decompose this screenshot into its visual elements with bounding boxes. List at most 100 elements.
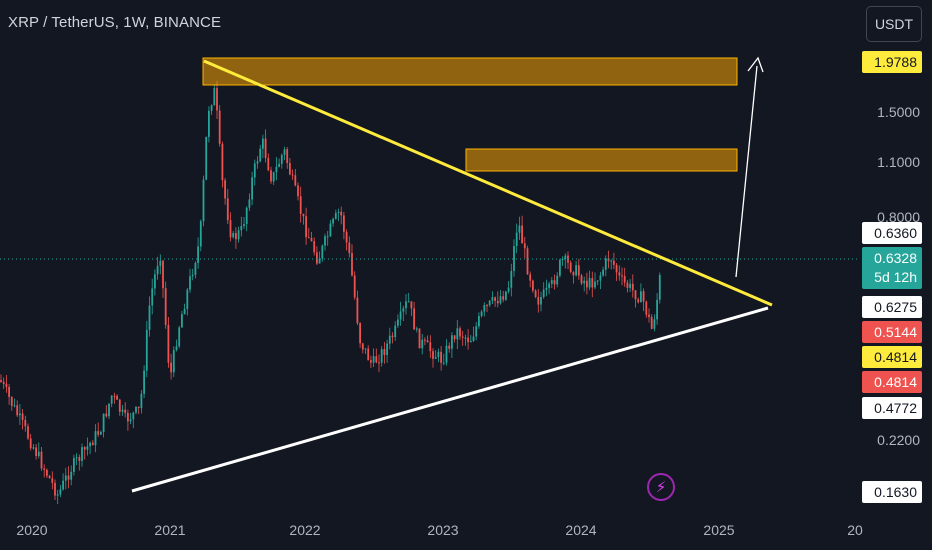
candle-body: [91, 442, 94, 446]
x-axis: 2020 2021 2022 2023 2024 2025 20: [16, 522, 863, 538]
candle-body: [178, 327, 181, 347]
candle-body: [221, 143, 224, 181]
candle-body: [54, 482, 56, 496]
candle-body: [67, 475, 70, 480]
candle-body: [140, 393, 143, 409]
candle-body: [370, 360, 372, 363]
price-tag-label: 0.6328: [874, 250, 917, 266]
price-tag-label: 0.4814: [874, 374, 917, 390]
candle-body: [488, 300, 491, 306]
candle-body: [575, 265, 577, 276]
price-tag: [862, 371, 922, 393]
candle-body: [618, 272, 621, 276]
candle-body: [232, 233, 235, 238]
candle-body: [202, 179, 205, 222]
candle-body: [505, 291, 507, 300]
currency-button[interactable]: USDT: [866, 6, 922, 42]
candle-body: [81, 447, 83, 461]
candle-body: [245, 207, 248, 225]
candle-body: [291, 174, 294, 176]
candle-body: [518, 225, 521, 233]
projection-arrow[interactable]: [735, 65, 758, 278]
candle-body: [51, 478, 54, 483]
candle-body: [127, 412, 129, 422]
candle-body: [278, 163, 280, 167]
candle-body: [429, 342, 432, 352]
candle-body: [588, 278, 591, 288]
candle-body: [100, 432, 102, 435]
y-tick-label: 1.1000: [877, 154, 920, 170]
candle-body: [658, 275, 661, 300]
candle-body: [10, 396, 13, 406]
x-tick-label: 2022: [289, 522, 320, 538]
candle-body: [205, 136, 208, 180]
candle-body: [499, 296, 502, 304]
candle-body: [213, 88, 216, 106]
candle-body: [529, 274, 532, 281]
candle-body: [145, 329, 148, 371]
price-tag: [862, 481, 922, 503]
lightning-icon[interactable]: ⚡: [647, 473, 675, 501]
lower-resistance-zone[interactable]: [465, 148, 738, 172]
candle-body: [629, 283, 631, 288]
candle-body: [210, 105, 213, 111]
candle-body: [313, 241, 316, 253]
candle-body: [472, 336, 475, 341]
candle-body: [75, 457, 78, 459]
candle-body: [534, 290, 537, 297]
candle-body: [275, 166, 278, 173]
candle-body: [129, 419, 132, 422]
candles-layer: [0, 80, 661, 504]
symbol-title[interactable]: XRP / TetherUS, 1W, BINANCE: [8, 14, 222, 31]
candle-body: [469, 340, 472, 343]
price-tag: [862, 222, 922, 244]
candle-body: [623, 276, 626, 283]
x-tick-label: 2020: [16, 522, 47, 538]
candle-body: [154, 274, 156, 289]
projection-arrow-head: [747, 56, 764, 73]
candle-body: [351, 253, 353, 276]
candle-body: [118, 399, 121, 412]
candle-body: [545, 287, 548, 290]
candle-body: [78, 457, 81, 461]
candle-body: [243, 224, 245, 226]
candle-body: [194, 263, 197, 275]
candle-body: [615, 264, 618, 273]
candle-body: [445, 345, 448, 363]
descending-resistance-line[interactable]: [203, 59, 773, 307]
price-tag-label: 1.9788: [874, 54, 917, 70]
candle-body: [653, 319, 656, 329]
candle-body: [604, 258, 607, 270]
y-axis: 1.5000 1.1000 0.8000 0.2200: [877, 104, 920, 448]
candle-body: [613, 260, 615, 265]
candle-body: [289, 162, 291, 175]
candle-body: [491, 297, 494, 301]
candle-body: [199, 221, 202, 247]
candle-body: [496, 300, 499, 304]
candle-body: [29, 438, 32, 449]
y-tick-label: 0.8000: [877, 209, 920, 225]
price-tag-label: 0.6360: [874, 225, 917, 241]
candle-body: [235, 233, 237, 240]
candle-body: [324, 236, 326, 246]
upper-resistance-zone[interactable]: [202, 57, 738, 86]
candle-body: [361, 343, 364, 350]
candle-body: [13, 405, 16, 407]
candle-body: [321, 245, 324, 259]
candle-body: [264, 138, 267, 158]
ascending-support-line[interactable]: [131, 306, 769, 493]
candle-body: [424, 339, 426, 341]
candle-body: [402, 308, 405, 312]
candle-body: [83, 447, 86, 450]
candle-body: [372, 356, 375, 363]
candle-body: [37, 451, 40, 457]
candle-body: [461, 336, 464, 338]
candle-body: [121, 409, 124, 412]
candle-body: [515, 232, 518, 246]
candle-body: [540, 297, 542, 305]
candle-body: [197, 246, 199, 264]
candle-body: [175, 346, 178, 350]
candle-body: [294, 175, 297, 186]
